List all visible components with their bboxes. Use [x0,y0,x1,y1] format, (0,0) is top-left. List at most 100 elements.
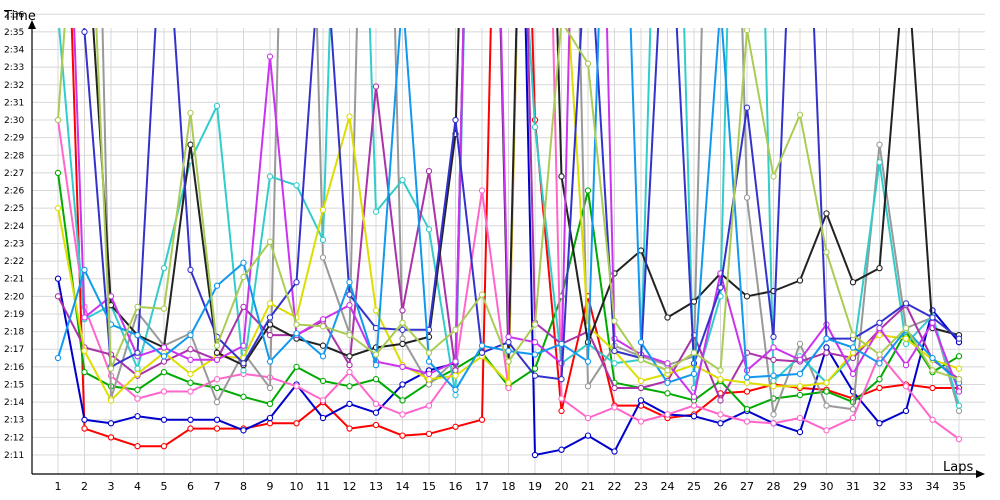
data-point [54,354,62,362]
data-point [399,397,406,404]
x-tick-label: 15 [422,480,436,493]
y-tick-label: 2:33 [4,63,24,73]
x-tick-label: 4 [134,480,141,493]
data-point [240,259,247,266]
data-point [187,141,194,148]
data-point [81,425,88,432]
data-point [876,420,883,427]
data-point [240,342,247,349]
x-tick-label: 20 [555,480,569,493]
data-point [531,321,539,328]
series-layer [54,28,963,459]
data-point [213,384,221,392]
data-point [478,349,486,356]
data-point [770,411,777,418]
data-point [160,443,168,450]
data-point [134,370,141,378]
y-tick-label: 2:28 [4,151,24,161]
y-axis-arrow [28,20,36,29]
data-point [54,275,62,282]
data-point [160,388,168,395]
data-point [849,279,857,286]
data-point [372,421,380,429]
data-point [425,168,433,175]
data-point [664,379,671,386]
data-point [187,425,194,432]
data-point [796,111,804,118]
x-tick-label: 35 [952,480,966,493]
x-tick-label: 9 [267,480,274,493]
data-point [134,413,141,420]
data-point [187,370,194,378]
data-point [213,282,221,289]
y-tick-label: 2:14 [4,398,24,408]
data-point [425,381,433,388]
data-point [929,416,936,423]
data-point [134,331,141,339]
x-tick-label: 27 [740,480,754,493]
y-tick-label: 2:17 [4,345,24,355]
data-point [929,319,936,326]
data-point [505,379,512,386]
data-point [187,331,194,339]
data-point [452,367,459,374]
x-tick-label: 30 [820,480,834,493]
x-tick-label: 12 [343,480,357,493]
data-point [425,349,433,356]
data-point [770,377,777,385]
data-point [796,391,804,399]
y-tick-label: 2:27 [4,169,24,179]
data-point [770,383,777,390]
y-tick-label: 2:20 [4,292,24,302]
data-point [637,339,645,346]
data-point [399,335,406,342]
data-point [902,340,910,348]
data-point [293,182,300,189]
y-tick-label: 2:34 [4,46,24,56]
data-point [743,28,751,34]
data-point [743,418,751,425]
data-point [346,353,353,360]
data-point [240,360,247,367]
data-point [876,384,883,392]
data-point [902,300,910,307]
data-point [531,123,539,131]
data-point [690,413,698,420]
x-axis-arrow [976,470,985,478]
data-point [372,83,380,90]
data-point [452,386,459,393]
data-point [611,448,618,455]
data-point [531,451,539,459]
data-point [266,400,274,408]
x-tick-label: 33 [899,480,913,493]
data-point [346,361,353,369]
data-point [531,339,539,346]
x-tick-label: 28 [767,480,781,493]
y-tick-label: 2:29 [4,134,24,144]
data-point [558,446,565,453]
data-point [187,266,194,274]
data-point [558,395,565,402]
data-point [187,388,194,395]
data-point [266,53,274,60]
axes [28,20,985,478]
data-point [902,361,910,369]
data-point [849,370,857,378]
data-point [902,335,910,342]
data-point [584,432,592,439]
data-point [346,383,353,390]
y-tick-label: 2:25 [4,204,24,214]
data-point [346,301,353,309]
data-point [664,360,671,367]
x-tick-label: 3 [108,480,115,493]
series-2 [54,28,963,459]
data-point [770,344,777,351]
data-point [399,340,406,348]
data-point [796,370,804,378]
data-point [955,365,963,372]
data-point [929,314,936,321]
x-tick-label: 22 [608,480,622,493]
data-point [266,358,274,365]
data-point [823,210,830,217]
x-tick-label: 26 [714,480,728,493]
